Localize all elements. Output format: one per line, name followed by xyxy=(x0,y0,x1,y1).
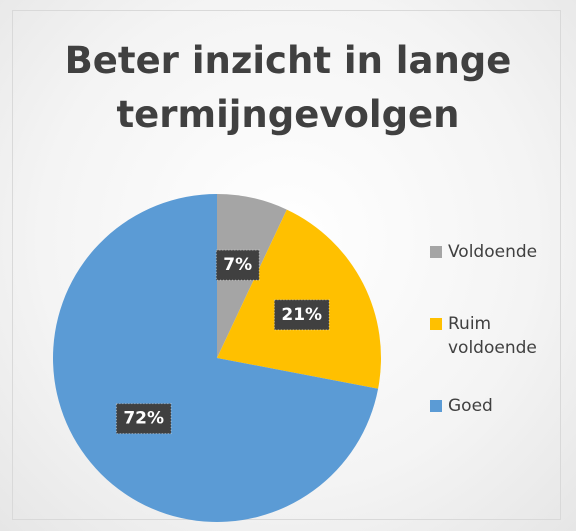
chart-border xyxy=(12,10,561,520)
data-label: 72% xyxy=(123,409,164,429)
legend-swatch xyxy=(430,318,442,330)
data-label-group: 7% xyxy=(215,249,260,281)
pie-slice xyxy=(53,194,379,522)
legend-item: Ruim voldoende xyxy=(430,312,560,360)
legend-swatch xyxy=(430,246,442,258)
data-label-group: 72% xyxy=(115,403,172,435)
data-label-box xyxy=(273,299,330,331)
legend-item: Voldoende xyxy=(430,240,560,264)
data-label-group: 21% xyxy=(273,299,330,331)
legend-item: Goed xyxy=(430,394,560,418)
chart-title: Beter inzicht in lange termijngevolgen xyxy=(64,39,512,136)
legend-label: Voldoende xyxy=(448,242,538,262)
data-label: 21% xyxy=(281,305,322,325)
data-label: 7% xyxy=(223,255,252,275)
pie-slice xyxy=(217,209,381,389)
data-label-box xyxy=(115,403,172,435)
data-label-box xyxy=(215,249,260,281)
legend-label: Goed xyxy=(448,396,493,416)
legend-label: Ruim voldoende xyxy=(448,314,537,358)
legend-swatch xyxy=(430,400,442,412)
